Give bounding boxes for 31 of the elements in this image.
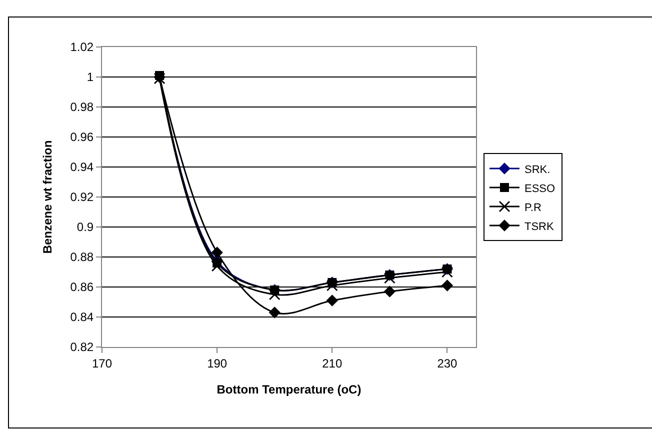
point — [384, 286, 396, 298]
point — [384, 272, 396, 284]
y-tick-label: 1 — [86, 70, 94, 84]
y-tick-label: 0.88 — [70, 250, 94, 264]
x-tick-label: 230 — [437, 356, 458, 370]
y-tick-label: 1.02 — [70, 40, 94, 54]
point — [326, 294, 338, 306]
x-tick-label: 170 — [92, 356, 112, 370]
x-tick-label: 210 — [322, 356, 342, 370]
point — [326, 280, 338, 292]
point — [268, 306, 280, 318]
y-tick-label: 0.96 — [70, 130, 94, 144]
y-tick-label: 0.92 — [70, 190, 94, 204]
y-tick-label: 0.82 — [70, 340, 94, 354]
y-tick-label: 0.94 — [70, 160, 94, 174]
y-tick-label: 0.84 — [70, 310, 94, 324]
legend-label: P.R — [524, 202, 542, 214]
y-tick-label: 0.86 — [70, 280, 94, 294]
point — [441, 280, 454, 292]
y-tick-label: 0.9 — [76, 220, 94, 234]
point — [268, 288, 280, 300]
legend-label: ESSO — [524, 182, 556, 195]
legend-label: TSRK — [524, 220, 554, 233]
x-tick-label: 190 — [207, 356, 228, 370]
y-axis-title: Benzene wt fraction — [40, 140, 55, 254]
point — [211, 260, 223, 272]
x-axis-title: Bottom Temperature (oC) — [216, 382, 362, 396]
point — [441, 266, 453, 278]
point — [211, 246, 223, 258]
y-tick-label: 0.98 — [70, 100, 94, 114]
legend-label: SRK. — [524, 164, 550, 176]
